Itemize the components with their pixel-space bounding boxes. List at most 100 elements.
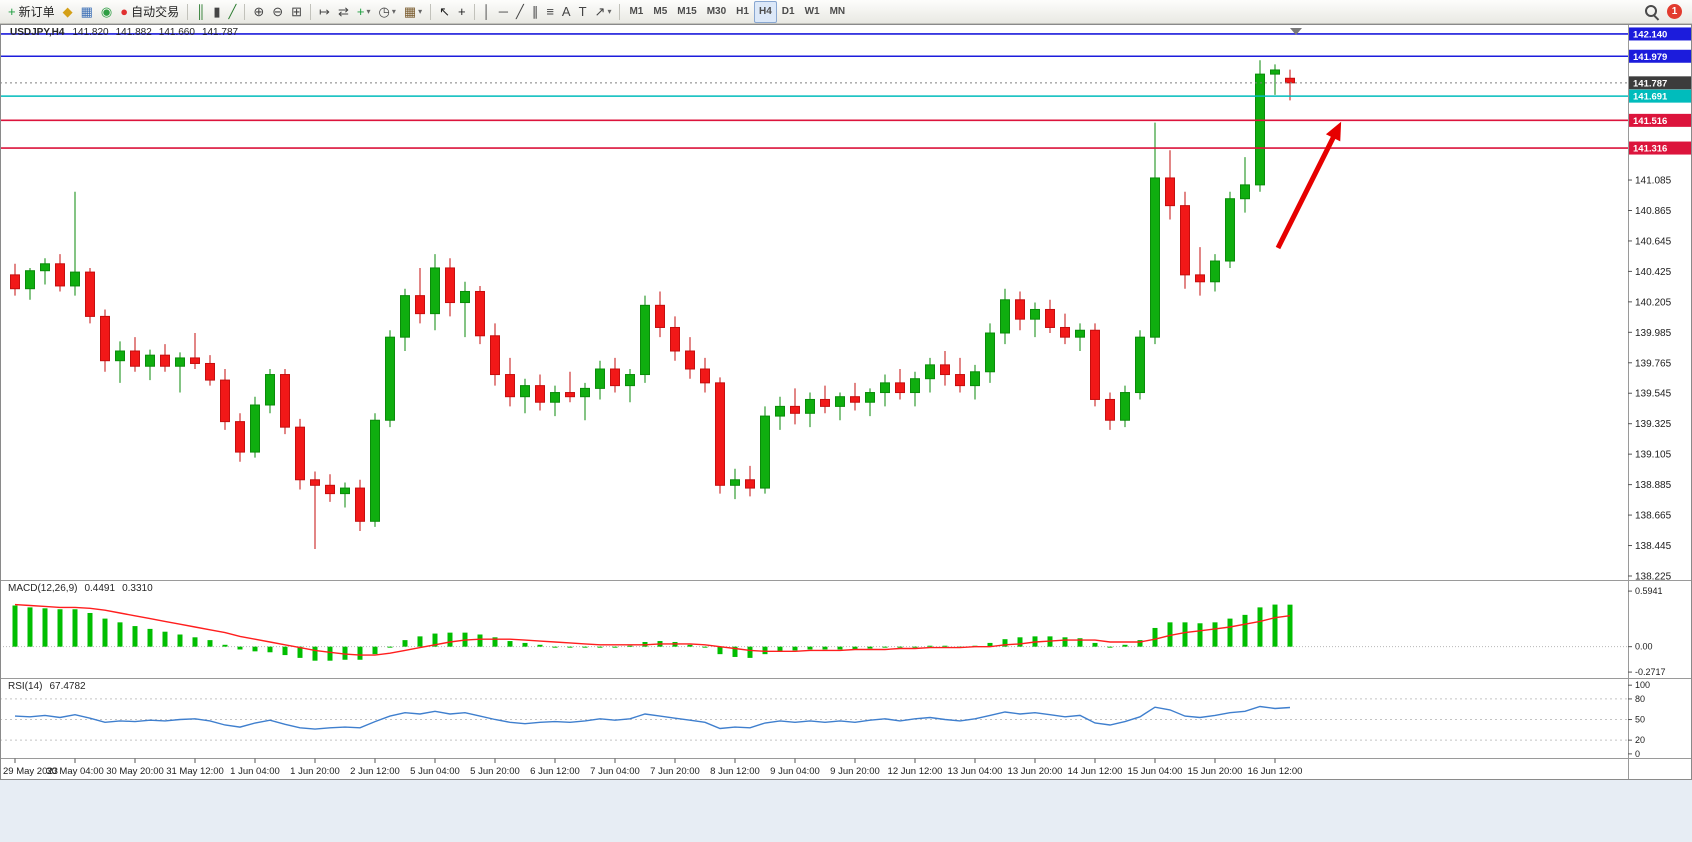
macd-histogram-bar <box>237 646 243 650</box>
macd-histogram-bar <box>1197 623 1203 647</box>
toolbar-group: ⊕ ⊖ ⊞ <box>249 1 306 23</box>
candle-body <box>205 362 215 381</box>
macd-histogram-bar <box>1002 639 1008 647</box>
periods-icon: ◷ <box>378 4 390 19</box>
macd-histogram-bar <box>582 646 588 648</box>
macd-histogram-bar <box>702 646 708 648</box>
auto-scroll-button[interactable]: ↦ <box>315 1 334 23</box>
candle-body <box>805 398 815 414</box>
candle-body <box>175 357 185 367</box>
text-button[interactable]: A <box>558 1 575 23</box>
label-button[interactable]: T <box>575 1 591 23</box>
charts-icon-icon: ▦ <box>80 4 93 19</box>
time-label: 8 Jun 12:00 <box>710 766 760 777</box>
price-tick-label: 139.545 <box>1635 389 1672 400</box>
periods-dropdown[interactable]: ◷ ▾ <box>374 1 399 23</box>
toolbar-separator <box>473 3 475 20</box>
time-label: 7 Jun 20:00 <box>650 766 700 777</box>
candle-body <box>355 487 365 522</box>
auto-scroll-icon: ↦ <box>319 4 330 19</box>
crosshair-button[interactable]: + <box>454 1 470 23</box>
tile-windows-button[interactable]: ⊞ <box>287 1 306 23</box>
candle-body <box>1090 329 1100 400</box>
candle-body <box>595 368 605 389</box>
toolbar-right: 1 <box>1643 3 1688 20</box>
macd-histogram-bar <box>1257 607 1263 647</box>
macd-histogram-bar <box>27 607 33 647</box>
tf-m15[interactable]: M15 <box>672 1 701 23</box>
new-order-icon: + <box>8 4 16 19</box>
candle-body <box>85 271 95 317</box>
price-tick-label: 138.225 <box>1635 571 1672 582</box>
candle-body <box>880 382 890 394</box>
tf-m5[interactable]: M5 <box>648 1 672 23</box>
macd-histogram-bar <box>492 637 498 647</box>
candle-body <box>640 304 650 376</box>
macd-histogram-bar <box>777 646 783 652</box>
arrow-annotation[interactable] <box>1275 126 1341 250</box>
line-chart-button[interactable]: ╱ <box>225 1 241 23</box>
macd-histogram-bar <box>372 646 378 655</box>
candle-body <box>1015 299 1025 320</box>
chart-shift-button[interactable]: ⇄ <box>334 1 353 23</box>
candlestick-chart-button[interactable]: ▮ <box>209 1 224 23</box>
time-label: 1 Jun 20:00 <box>290 766 340 777</box>
candle-body <box>865 392 875 403</box>
chart-canvas[interactable]: 141.085 140.865 140.645 140.425 140.205 139.9… <box>0 24 1692 842</box>
tf-mn[interactable]: MN <box>825 1 851 23</box>
chevron-down-icon: ▾ <box>607 7 612 16</box>
bar-chart-button[interactable]: ║ <box>192 1 209 23</box>
macd-histogram-bar <box>987 642 993 647</box>
zoom-out-button[interactable]: ⊖ <box>268 1 287 23</box>
price-tick-label: 140.205 <box>1635 297 1672 308</box>
autotrade-button[interactable]: ● 自动交易 <box>116 1 183 23</box>
candle-body <box>70 271 80 287</box>
candle-body <box>325 484 335 495</box>
macd-histogram-bar <box>162 631 168 647</box>
metaeditor-icon[interactable]: ◆ <box>59 1 77 23</box>
new-chart-dropdown[interactable]: + ▾ <box>353 1 375 23</box>
arrow-annotation-head[interactable] <box>1325 121 1342 142</box>
community-icon[interactable]: ◉ <box>97 1 116 23</box>
macd-histogram-bar <box>42 608 48 647</box>
macd-histogram-bar <box>1062 637 1068 647</box>
arrows-dropdown[interactable]: ↗ ▾ <box>591 1 616 23</box>
tf-m30[interactable]: M30 <box>702 1 731 23</box>
candle-body <box>505 374 515 398</box>
tf-d1[interactable]: D1 <box>777 1 800 23</box>
tf-m1[interactable]: M1 <box>624 1 648 23</box>
search-icon[interactable] <box>1643 3 1660 20</box>
macd-histogram-bar <box>297 646 303 658</box>
channel-button[interactable]: ∥ <box>528 1 543 23</box>
notification-badge[interactable]: 1 <box>1667 4 1682 19</box>
price-tick-label: 139.325 <box>1635 419 1672 430</box>
candle-body <box>1000 299 1010 334</box>
candle-body <box>535 385 545 403</box>
macd-histogram-bar <box>357 646 363 660</box>
candle-body <box>490 335 500 376</box>
zoom-in-button[interactable]: ⊕ <box>249 1 268 23</box>
price-flag <box>1629 141 1691 155</box>
tf-w1[interactable]: W1 <box>800 1 825 23</box>
candle-body <box>460 290 470 304</box>
charts-icon[interactable]: ▦ <box>77 1 97 23</box>
vertical-line-button[interactable]: │ <box>479 1 495 23</box>
macd-tick-label: 0.5941 <box>1635 586 1663 596</box>
time-label: 1 Jun 04:00 <box>230 766 280 777</box>
candle-body <box>1075 329 1085 338</box>
fibonacci-button[interactable]: ≡ <box>542 1 558 23</box>
tf-h1[interactable]: H1 <box>731 1 754 23</box>
new-order-button[interactable]: + 新订单 <box>4 1 59 23</box>
price-tick-label: 139.105 <box>1635 450 1672 461</box>
candle-body <box>25 270 35 290</box>
cursor-button[interactable]: ↖ <box>435 1 454 23</box>
macd-histogram-bar <box>567 646 573 648</box>
new-order-button-label: 新订单 <box>18 5 55 19</box>
tf-h4[interactable]: H4 <box>753 0 777 23</box>
trendline-button[interactable]: ╱ <box>512 1 528 23</box>
macd-histogram-bar <box>552 646 558 648</box>
macd-histogram-bar <box>507 641 513 647</box>
templates-dropdown[interactable]: ▦ ▾ <box>400 1 426 23</box>
macd-histogram-bar <box>207 640 213 647</box>
horizontal-line-button[interactable]: ─ <box>495 1 512 23</box>
